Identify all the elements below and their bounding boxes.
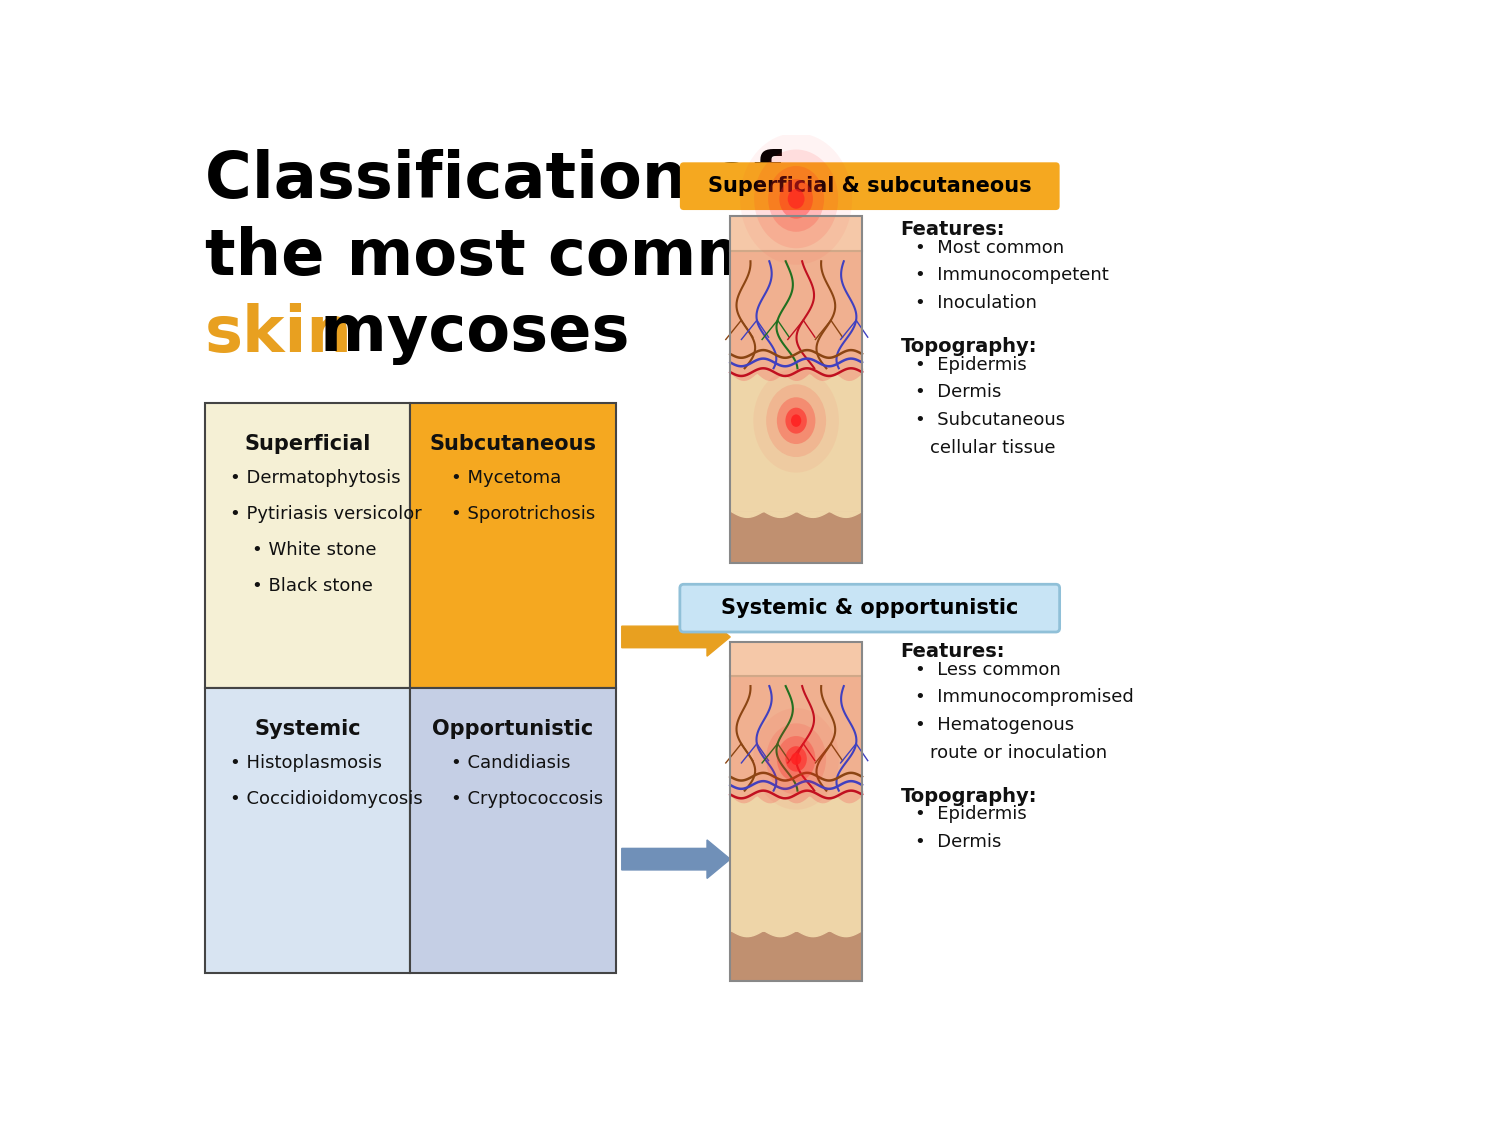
Ellipse shape <box>777 397 816 444</box>
Text: •  Hematogenous: • Hematogenous <box>915 716 1074 734</box>
Ellipse shape <box>777 737 816 782</box>
Ellipse shape <box>792 414 801 426</box>
Text: cellular tissue: cellular tissue <box>930 439 1056 457</box>
Text: • Candidiasis: • Candidiasis <box>451 754 571 772</box>
FancyBboxPatch shape <box>680 584 1059 632</box>
FancyBboxPatch shape <box>680 162 1059 210</box>
Text: Opportunistic: Opportunistic <box>433 719 593 739</box>
Bar <box>730 250 862 372</box>
Text: • Coccidioidomycosis: • Coccidioidomycosis <box>230 790 422 808</box>
Ellipse shape <box>740 133 852 265</box>
Text: • White stone: • White stone <box>252 541 376 559</box>
Text: Classification of: Classification of <box>204 149 781 211</box>
Ellipse shape <box>754 369 840 473</box>
Text: Superficial & subcutaneous: Superficial & subcutaneous <box>707 176 1032 196</box>
Text: Topography:: Topography: <box>901 337 1038 356</box>
Text: •  Inoculation: • Inoculation <box>915 294 1036 312</box>
Text: Systemic: Systemic <box>254 719 360 739</box>
Text: Subcutaneous: Subcutaneous <box>430 434 596 455</box>
Bar <box>730 929 862 981</box>
Ellipse shape <box>754 708 840 810</box>
FancyArrow shape <box>622 840 730 879</box>
Ellipse shape <box>787 190 805 209</box>
Text: Features:: Features: <box>901 220 1005 239</box>
Text: skin: skin <box>204 303 353 365</box>
Text: • Pytiriasis versicolor: • Pytiriasis versicolor <box>230 505 422 523</box>
Text: •  Most common: • Most common <box>915 238 1063 256</box>
Bar <box>730 642 862 676</box>
Text: Superficial: Superficial <box>245 434 371 455</box>
Text: • Cryptococcosis: • Cryptococcosis <box>451 790 602 808</box>
Bar <box>730 372 862 511</box>
FancyArrow shape <box>622 618 730 656</box>
Ellipse shape <box>766 385 826 457</box>
Text: •  Less common: • Less common <box>915 661 1060 679</box>
Text: • Mycetoma: • Mycetoma <box>451 469 562 487</box>
Bar <box>204 404 410 688</box>
Ellipse shape <box>768 166 825 231</box>
Text: •  Subcutaneous: • Subcutaneous <box>915 411 1065 429</box>
Text: •  Immunocompetent: • Immunocompetent <box>915 266 1108 284</box>
Bar <box>730 794 862 929</box>
Text: mycoses: mycoses <box>297 303 629 365</box>
Bar <box>730 511 862 563</box>
Ellipse shape <box>766 723 826 794</box>
Bar <box>730 642 862 981</box>
Bar <box>204 688 410 973</box>
Text: • Sporotrichosis: • Sporotrichosis <box>451 505 595 523</box>
Text: the most common: the most common <box>204 227 852 289</box>
Bar <box>730 676 862 794</box>
Ellipse shape <box>792 752 801 765</box>
Text: • Dermatophytosis: • Dermatophytosis <box>230 469 401 487</box>
Ellipse shape <box>754 150 838 248</box>
Ellipse shape <box>780 179 813 219</box>
Text: Systemic & opportunistic: Systemic & opportunistic <box>721 598 1018 618</box>
Text: • Black stone: • Black stone <box>252 578 372 596</box>
Text: Topography:: Topography: <box>901 787 1038 805</box>
Text: •  Epidermis: • Epidermis <box>915 805 1026 823</box>
Text: •  Immunocompromised: • Immunocompromised <box>915 688 1134 706</box>
Text: route or inoculation: route or inoculation <box>930 743 1107 761</box>
Bar <box>730 217 862 250</box>
Text: •  Epidermis: • Epidermis <box>915 355 1026 373</box>
Text: •  Dermis: • Dermis <box>915 384 1000 402</box>
Bar <box>730 217 862 563</box>
Bar <box>410 404 616 688</box>
Text: Features:: Features: <box>901 642 1005 661</box>
Bar <box>410 688 616 973</box>
Text: •  Dermis: • Dermis <box>915 832 1000 851</box>
Ellipse shape <box>786 747 807 772</box>
Ellipse shape <box>786 407 807 433</box>
Text: • Histoplasmosis: • Histoplasmosis <box>230 754 382 772</box>
